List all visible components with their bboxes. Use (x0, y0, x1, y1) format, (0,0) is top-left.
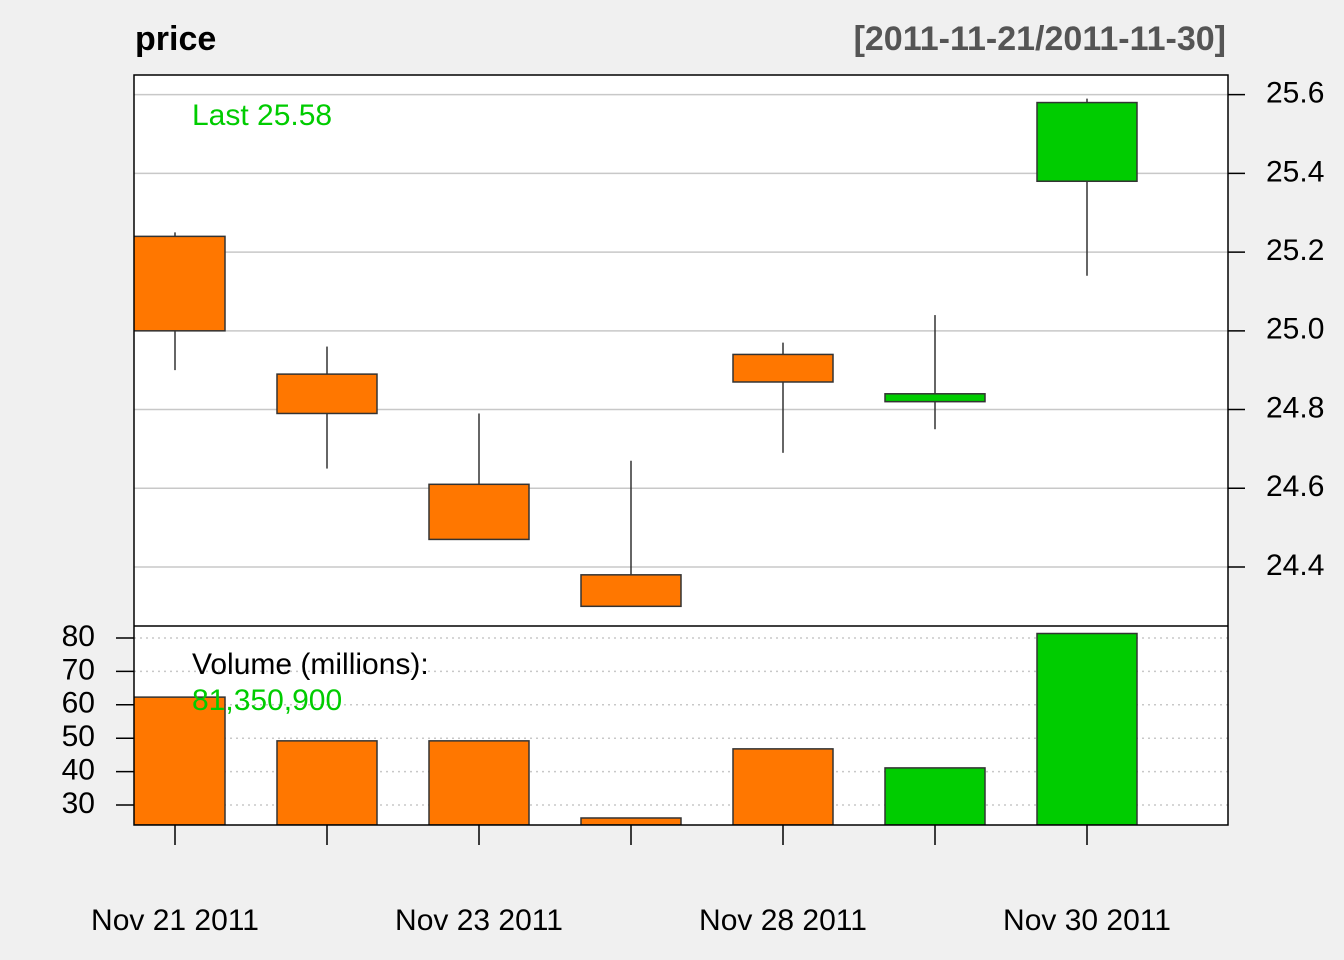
volume-annotation: 81,350,900 (192, 684, 342, 717)
volume-bar (1036, 632, 1138, 825)
y-tick-label: 25.0 (1266, 313, 1324, 346)
volume-tick-label: 60 (62, 687, 95, 720)
volume-bar (580, 817, 682, 825)
volume-bar (884, 767, 986, 825)
x-tick-label: Nov 23 2011 (395, 904, 563, 937)
y-tick-label: 24.8 (1266, 391, 1324, 424)
volume-tick-label: 30 (62, 787, 95, 820)
y-tick-label: 25.4 (1266, 155, 1324, 188)
y-tick-label: 25.6 (1266, 77, 1324, 110)
y-tick-label: 24.6 (1266, 470, 1324, 503)
candle-body (134, 235, 226, 332)
candle-body (276, 373, 378, 415)
y-tick-label: 25.2 (1266, 234, 1324, 267)
volume-tick-label: 40 (62, 753, 95, 786)
volume-bar (276, 740, 378, 825)
candle-body (732, 353, 834, 383)
volume-bar (134, 696, 226, 825)
volume-bar (428, 740, 530, 825)
date-range: [2011-11-21/2011-11-30] (854, 20, 1226, 58)
axes: 24.4 24.6 24.8 25.0 25.2 25.4 25.6 304050607080… (62, 77, 1325, 937)
candle-body (1036, 101, 1138, 183)
y-tick-label: 24.4 (1266, 549, 1324, 582)
x-tick-label: Nov 28 2011 (699, 904, 867, 937)
volume-tick-label: 70 (62, 653, 95, 686)
chart-title: price (135, 20, 216, 58)
plot-frame (133, 74, 1229, 826)
volume-label: Volume (millions): (192, 648, 429, 681)
candle-body (884, 393, 986, 403)
x-tick-label: Nov 30 2011 (1003, 904, 1171, 937)
volume-bars (134, 632, 1138, 825)
last-annotation: Last 25.58 (192, 99, 332, 132)
volume-grid (134, 637, 1228, 806)
x-tick-label: Nov 21 2011 (91, 904, 259, 937)
volume-tick-label: 50 (62, 720, 95, 753)
candles (134, 98, 1138, 608)
volume-tick-label: 80 (62, 620, 95, 653)
volume-bar (732, 748, 834, 825)
candle-body (428, 483, 530, 541)
candle-body (580, 574, 682, 608)
